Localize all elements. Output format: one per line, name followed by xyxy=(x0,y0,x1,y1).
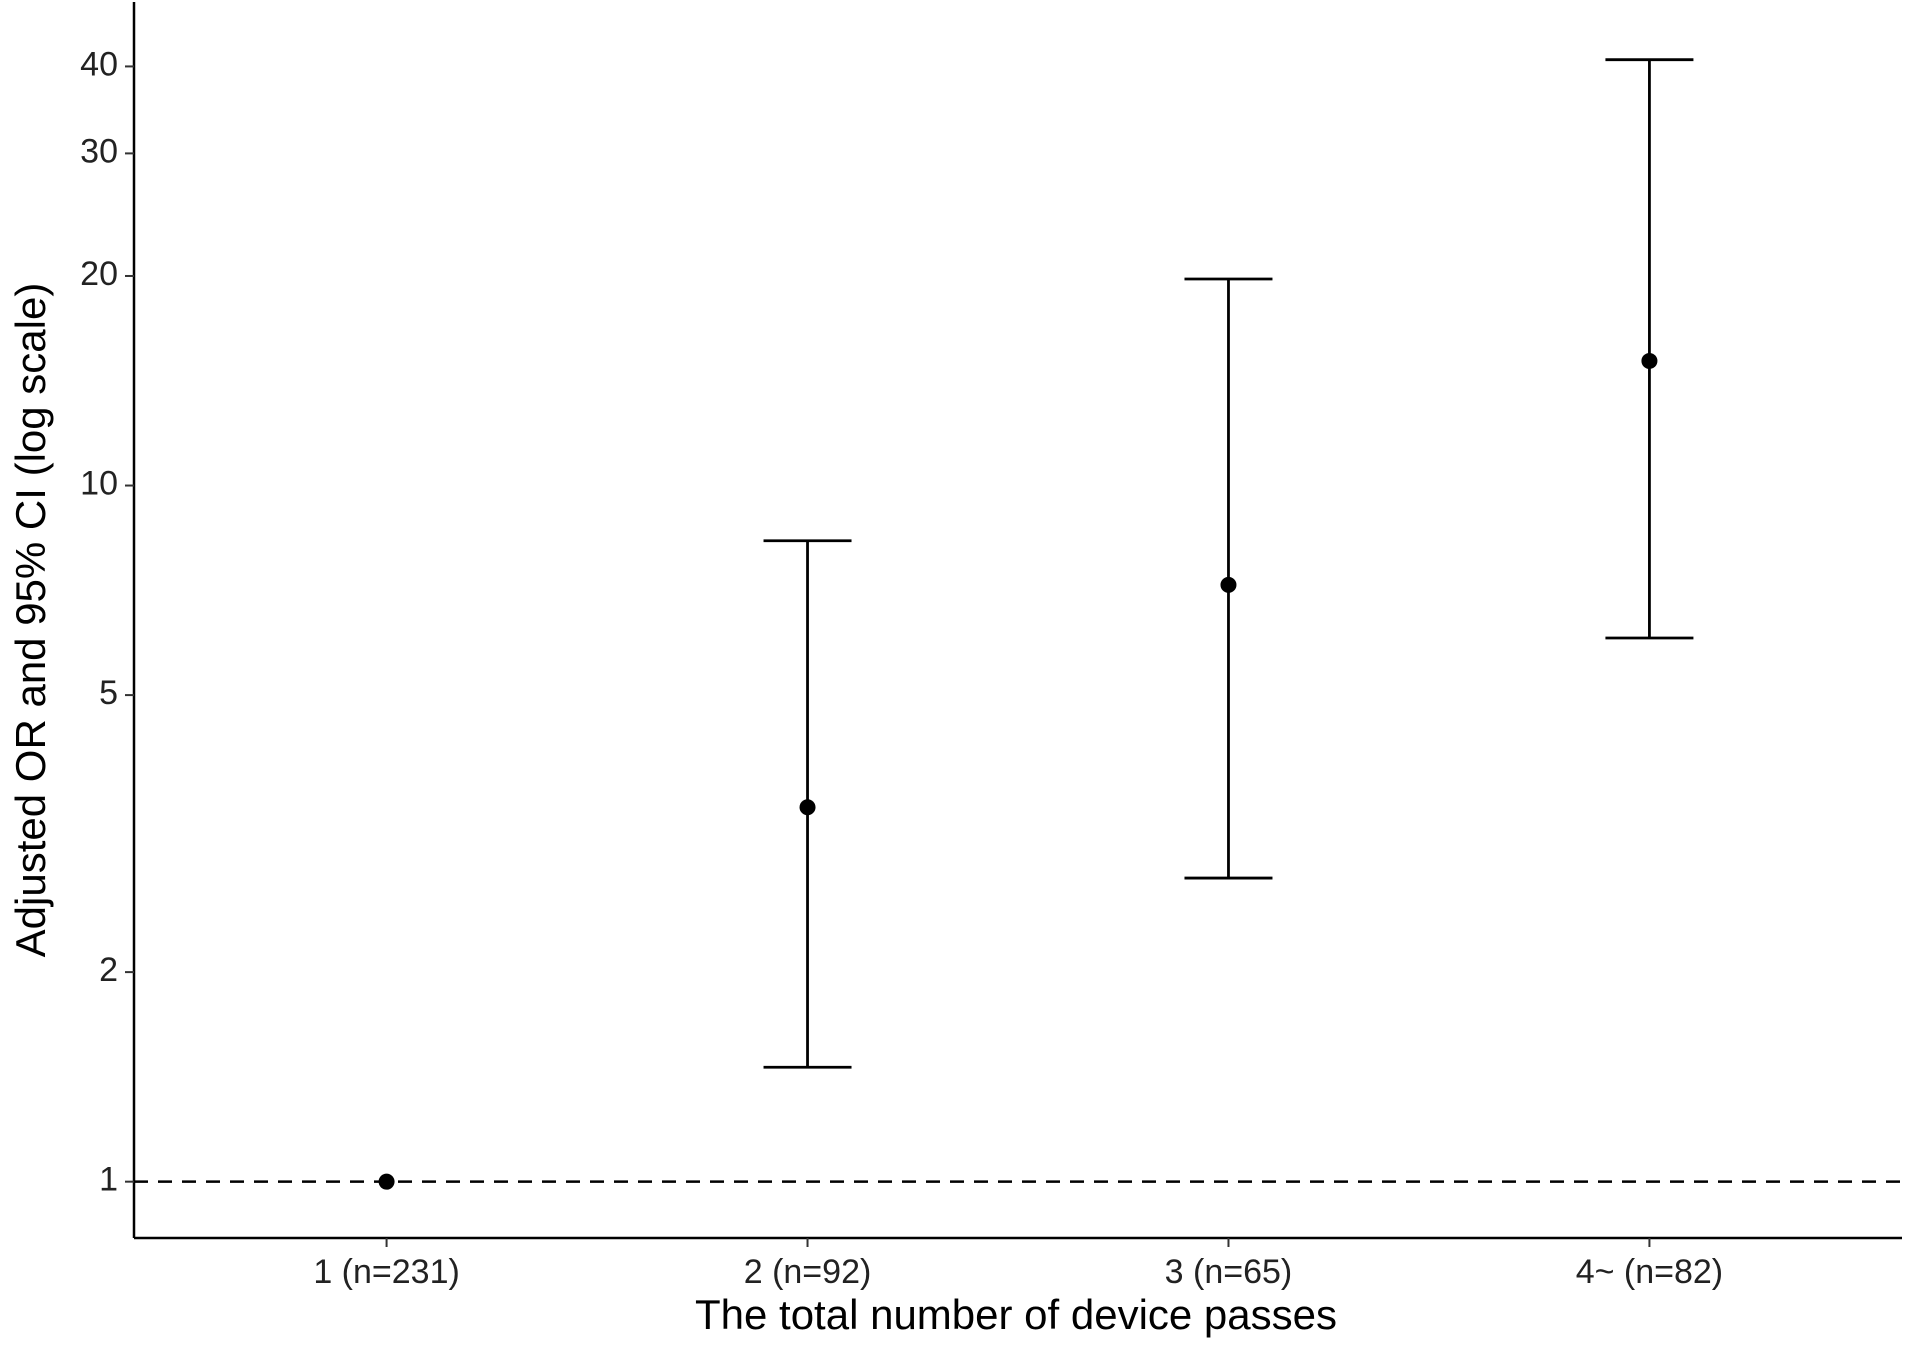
y-tick-label: 1 xyxy=(99,1161,118,1199)
y-tick-label: 2 xyxy=(99,951,118,989)
x-tick-label: 3 (n=65) xyxy=(1165,1253,1293,1291)
x-tick-label: 1 (n=231) xyxy=(313,1253,460,1291)
y-tick-label: 30 xyxy=(80,132,118,170)
point xyxy=(378,1173,395,1190)
x-axis-title: The total number of device passes xyxy=(695,1291,1337,1338)
x-tick-label: 2 (n=92) xyxy=(744,1253,872,1291)
y-tick-label: 10 xyxy=(80,465,118,503)
x-tick-label: 4~ (n=82) xyxy=(1576,1253,1723,1291)
y-tick-label: 5 xyxy=(99,674,118,712)
y-tick-label: 40 xyxy=(80,45,118,83)
point xyxy=(1220,576,1237,593)
y-axis-title: Adjusted OR and 95% CI (log scale) xyxy=(7,283,54,958)
point xyxy=(799,799,816,816)
y-tick-label: 20 xyxy=(80,255,118,293)
point xyxy=(1641,352,1658,369)
